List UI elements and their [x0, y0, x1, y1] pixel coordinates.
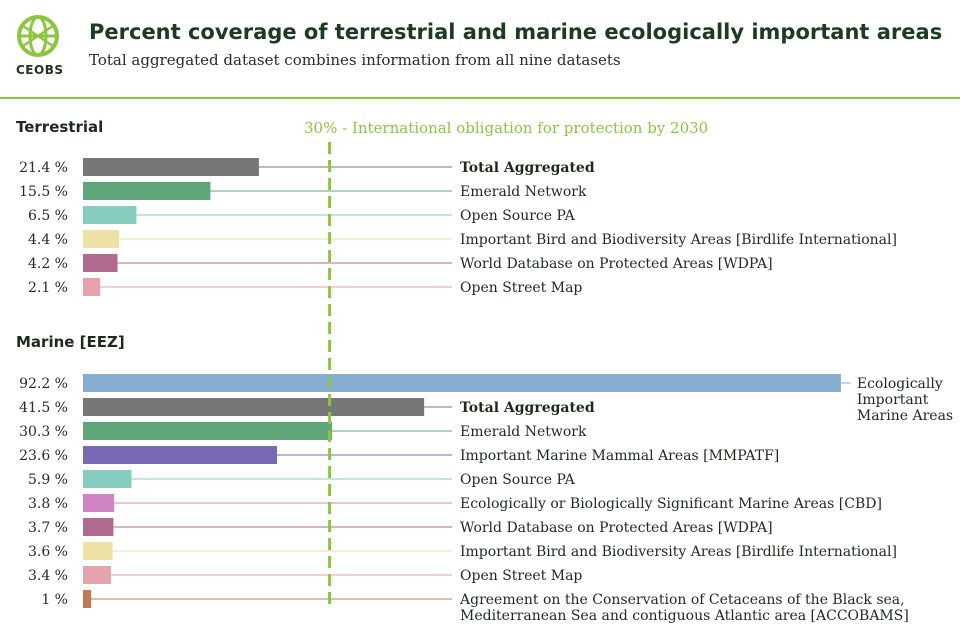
terrestrial-category-label-line: Open Source PA [460, 208, 576, 224]
chart-subtitle: Total aggregated dataset combines inform… [89, 51, 621, 69]
terrestrial-bar [83, 254, 118, 272]
marine-value-label: 3.8 % [28, 496, 68, 512]
marine-bar [83, 566, 111, 584]
marine-category-label-line: Open Source PA [460, 472, 576, 488]
marine-bar [83, 518, 114, 536]
terrestrial-category-label: Emerald Network [460, 184, 587, 200]
chart-title: Percent coverage of terrestrial and mari… [89, 20, 943, 44]
marine-value-label: 92.2 % [19, 376, 68, 392]
marine-category-label: Emerald Network [460, 424, 587, 440]
marine-bar [83, 422, 333, 440]
terrestrial-value-label: 4.2 % [28, 256, 68, 272]
marine-category-label-line: Ecologically [857, 376, 943, 392]
marine-bar [83, 398, 425, 416]
terrestrial-bar [83, 158, 259, 176]
terrestrial-section-title: Terrestrial [16, 118, 103, 136]
marine-category-label: World Database on Protected Areas [WDPA] [460, 520, 773, 536]
marine-category-label-line: Agreement on the Conservation of Cetacea… [459, 592, 905, 608]
marine-value-label: 5.9 % [28, 472, 68, 488]
marine-bar [83, 590, 92, 608]
marine-value-label: 23.6 % [19, 448, 68, 464]
terrestrial-category-label: Important Bird and Biodiversity Areas [B… [460, 232, 897, 248]
marine-category-label-line: Open Street Map [460, 568, 582, 584]
header: CEOBS Percent coverage of terrestrial an… [0, 0, 960, 99]
marine-category-label-line: Important [857, 392, 929, 408]
marine-category-label: Open Source PA [460, 472, 576, 488]
terrestrial-bar [83, 230, 120, 248]
terrestrial-value-label: 6.5 % [28, 208, 68, 224]
marine-category-label-line: Total Aggregated [460, 400, 595, 416]
terrestrial-bar [83, 206, 137, 224]
terrestrial-category-label-line: Open Street Map [460, 280, 582, 296]
marine-value-label: 3.6 % [28, 544, 68, 560]
marine-category-label-line: Marine Areas [857, 408, 953, 424]
terrestrial-category-label-line: Total Aggregated [460, 160, 595, 176]
terrestrial-category-label: Total Aggregated [460, 160, 595, 176]
terrestrial-value-label: 2.1 % [28, 280, 68, 296]
marine-value-label: 3.7 % [28, 520, 68, 536]
logo-text: CEOBS [16, 63, 64, 77]
marine-category-label-line: World Database on Protected Areas [WDPA] [460, 520, 773, 536]
marine-bar [83, 542, 113, 560]
marine-category-label-line: Emerald Network [460, 424, 587, 440]
marine-value-label: 41.5 % [19, 400, 68, 416]
marine-category-label-line: Mediterranean Sea and contiguous Atlanti… [460, 608, 909, 624]
marine-value-label: 3.4 % [28, 568, 68, 584]
terrestrial-category-label: Open Street Map [460, 280, 582, 296]
terrestrial-category-label-line: Emerald Network [460, 184, 587, 200]
marine-category-label: Important Bird and Biodiversity Areas [B… [460, 544, 897, 560]
terrestrial-bar [83, 182, 211, 200]
marine-category-label-line: Important Bird and Biodiversity Areas [B… [460, 544, 897, 560]
marine-bar [83, 446, 277, 464]
marine-value-label: 1 % [41, 592, 68, 608]
marine-value-label: 30.3 % [19, 424, 68, 440]
terrestrial-category-label-line: World Database on Protected Areas [WDPA] [460, 256, 773, 272]
marine-category-label: Total Aggregated [460, 400, 595, 416]
marine-category-label: Agreement on the Conservation of Cetacea… [459, 592, 909, 624]
terrestrial-category-label: Open Source PA [460, 208, 576, 224]
marine-bar [83, 494, 115, 512]
terrestrial-category-label: World Database on Protected Areas [WDPA] [460, 256, 773, 272]
reference-line-label: 30% - International obligation for prote… [304, 119, 708, 137]
header-divider [0, 97, 960, 99]
terrestrial-value-label: 4.4 % [28, 232, 68, 248]
marine-section-title: Marine [EEZ] [16, 333, 125, 351]
marine-category-label-line: Important Marine Mammal Areas [MMPATF] [460, 448, 779, 464]
marine-category-label: Ecologically or Biologically Significant… [460, 496, 882, 512]
marine-category-label: Ecologically Important Marine Areas [857, 376, 953, 424]
terrestrial-category-label-line: Important Bird and Biodiversity Areas [B… [460, 232, 897, 248]
marine-bar [83, 374, 841, 392]
terrestrial-value-label: 15.5 % [19, 184, 68, 200]
terrestrial-bar [83, 278, 101, 296]
marine-category-label: Important Marine Mammal Areas [MMPATF] [460, 448, 779, 464]
terrestrial-value-label: 21.4 % [19, 160, 68, 176]
marine-bar [83, 470, 132, 488]
marine-category-label-line: Ecologically or Biologically Significant… [460, 496, 882, 512]
ceobs-globe-icon [17, 15, 59, 57]
marine-category-label: Open Street Map [460, 568, 582, 584]
